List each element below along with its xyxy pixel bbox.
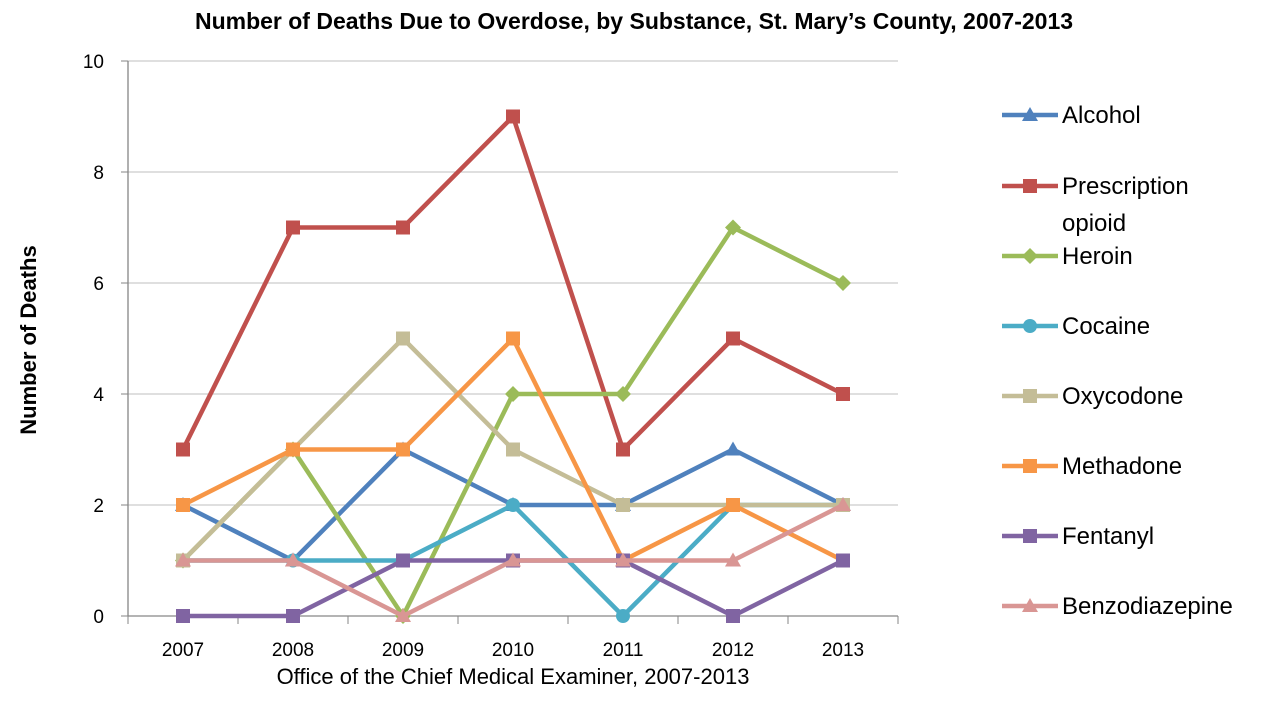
data-point	[176, 442, 190, 457]
y-tick-label: 8	[93, 163, 104, 184]
data-point	[835, 275, 851, 291]
series-prescription-opioid	[176, 109, 850, 457]
data-point	[286, 442, 300, 457]
x-tick-label: 2010	[492, 640, 534, 661]
legend-swatch-marker	[1023, 529, 1037, 543]
data-point	[836, 553, 850, 568]
data-point	[506, 442, 520, 457]
data-point	[396, 553, 410, 568]
x-axis-label: Office of the Chief Medical Examiner, 20…	[276, 664, 750, 689]
data-point	[835, 497, 851, 511]
legend-swatch-marker	[1022, 248, 1038, 264]
legend-item: Alcohol	[1002, 102, 1141, 129]
data-point	[396, 331, 410, 346]
data-point	[176, 498, 190, 512]
legend-swatch-marker	[1023, 459, 1037, 473]
legend-label: Prescription	[1062, 173, 1189, 200]
data-point	[615, 386, 631, 402]
data-point	[175, 552, 191, 567]
x-tick-label: 2011	[603, 640, 644, 661]
legend-swatch-marker	[1022, 598, 1038, 612]
data-point	[176, 609, 190, 623]
data-point	[726, 609, 740, 623]
data-point	[506, 331, 520, 346]
data-point	[616, 498, 630, 512]
series-benzodiazepine	[175, 497, 851, 622]
data-point	[616, 442, 630, 457]
data-point	[615, 552, 631, 567]
legend-item: Prescription opioid	[1002, 173, 1189, 237]
data-point	[725, 219, 741, 236]
legend-label: Fentanyl	[1062, 523, 1154, 550]
data-point	[616, 609, 630, 623]
legend-label: Heroin	[1062, 243, 1133, 270]
series-line	[183, 558, 845, 619]
data-point	[726, 331, 740, 346]
data-point	[725, 441, 741, 456]
x-tick-label: 2012	[712, 640, 754, 661]
data-point	[286, 220, 300, 235]
x-tick-label: 2013	[822, 640, 864, 661]
data-point	[395, 608, 411, 622]
legend-swatch-marker	[1023, 389, 1037, 403]
data-point	[506, 498, 520, 512]
data-point	[505, 552, 521, 567]
data-point	[726, 498, 740, 512]
data-point	[505, 386, 521, 402]
data-point	[725, 552, 741, 567]
legend-item: Methadone	[1002, 453, 1182, 480]
legend-swatch-marker	[1023, 319, 1037, 333]
legend-label: opioid	[1062, 210, 1126, 237]
x-tick-label: 2009	[382, 640, 424, 661]
chart-title: Number of Deaths Due to Overdose, by Sub…	[194, 8, 1074, 34]
y-tick-label: 6	[93, 274, 104, 295]
data-point	[286, 609, 300, 623]
legend-label: Cocaine	[1062, 313, 1150, 340]
x-tick-label: 2008	[272, 640, 314, 661]
data-point	[506, 109, 520, 124]
data-point	[396, 220, 410, 235]
data-point	[836, 387, 850, 401]
data-point	[396, 442, 410, 457]
data-point	[285, 552, 301, 567]
legend-label: Methadone	[1062, 453, 1182, 480]
legend-label: Benzodiazepine	[1062, 593, 1233, 620]
series-oxycodone	[176, 331, 850, 568]
legend-label: Oxycodone	[1062, 383, 1183, 410]
y-tick-label: 2	[93, 496, 104, 517]
y-tick-label: 0	[93, 607, 104, 628]
legend-item: Fentanyl	[1002, 523, 1154, 550]
legend-item: Benzodiazepine	[1002, 593, 1233, 620]
x-tick-label: 2007	[162, 640, 204, 661]
legend-label: Alcohol	[1062, 102, 1141, 129]
legend-item: Oxycodone	[1002, 383, 1183, 410]
y-tick-label: 10	[83, 52, 104, 73]
y-tick-label: 4	[93, 385, 104, 406]
legend-item: Heroin	[1002, 243, 1133, 270]
legend-swatch-marker	[1023, 179, 1037, 193]
legend-item: Cocaine	[1002, 313, 1150, 340]
legend-swatch-marker	[1022, 107, 1038, 121]
